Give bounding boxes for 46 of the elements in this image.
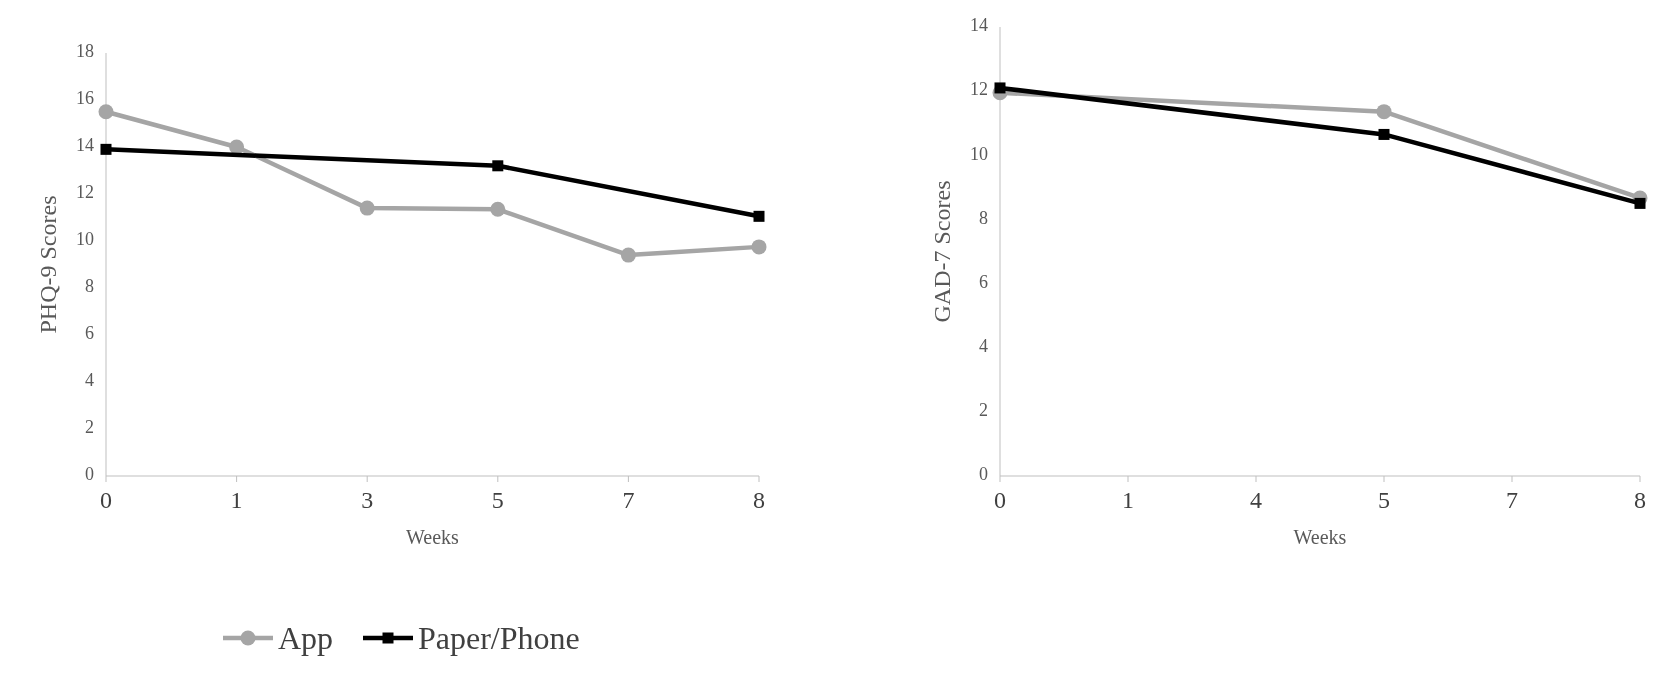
legend-label: Paper/Phone	[418, 620, 580, 657]
x-axis-title: Weeks	[1293, 526, 1347, 548]
x-tick-label: 8	[1634, 487, 1646, 513]
point	[1376, 104, 1392, 120]
x-tick-label: 4	[1250, 487, 1262, 513]
y-tick-label: 10	[970, 143, 988, 164]
y-tick-label: 10	[76, 229, 94, 250]
y-axis-title: PHQ-9 Scores	[35, 195, 61, 334]
y-tick-label: 2	[979, 400, 988, 421]
point	[620, 247, 636, 263]
point	[100, 143, 112, 155]
x-tick-label: 5	[1378, 487, 1390, 513]
x-tick-label: 7	[1506, 487, 1518, 513]
point	[1634, 197, 1646, 209]
y-tick-label: 12	[970, 79, 988, 100]
y-tick-label: 6	[85, 323, 94, 344]
x-tick-label: 3	[361, 487, 374, 513]
y-tick-label: 0	[85, 464, 94, 485]
x-tick-label: 8	[753, 487, 765, 513]
y-tick-label: 12	[76, 182, 94, 203]
point	[98, 104, 114, 120]
y-tick-label: 16	[76, 88, 94, 109]
x-axis-title: Weeks	[406, 526, 460, 548]
point	[492, 160, 504, 172]
y-tick-label: 14	[970, 15, 988, 36]
y-tick-label: 6	[979, 271, 988, 292]
point	[359, 200, 375, 216]
point	[751, 239, 767, 255]
y-tick-label: 8	[979, 207, 988, 228]
x-tick-label: 1	[230, 487, 243, 513]
x-tick-label: 1	[1122, 487, 1134, 513]
y-tick-label: 18	[76, 41, 94, 62]
point	[753, 210, 765, 222]
y-tick-label: 4	[85, 370, 94, 391]
point	[490, 201, 506, 217]
y-tick-label: 14	[76, 135, 94, 156]
x-tick-label: 7	[622, 487, 635, 513]
y-tick-label: 8	[85, 276, 94, 297]
legend-label: App	[278, 620, 334, 657]
y-tick-label: 2	[85, 417, 94, 438]
point	[994, 82, 1006, 94]
y-tick-label: 0	[979, 464, 988, 485]
point	[1378, 128, 1390, 140]
y-axis-title: GAD-7 Scores	[929, 180, 955, 323]
y-tick-label: 4	[979, 336, 988, 357]
x-tick-label: 5	[491, 487, 504, 513]
